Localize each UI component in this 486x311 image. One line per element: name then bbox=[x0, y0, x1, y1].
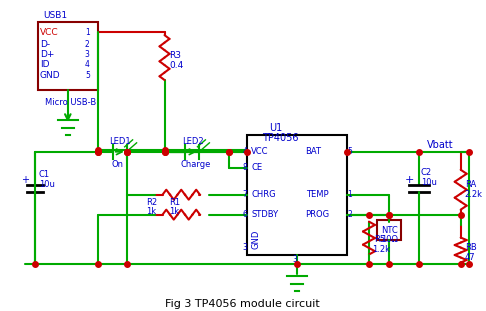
Text: RA: RA bbox=[465, 180, 476, 189]
Text: 2.2k: 2.2k bbox=[465, 190, 483, 199]
Text: R1: R1 bbox=[170, 198, 181, 207]
Text: 3: 3 bbox=[243, 243, 247, 252]
Text: VCC: VCC bbox=[40, 28, 58, 37]
Text: R3: R3 bbox=[170, 51, 181, 60]
Text: 5: 5 bbox=[347, 147, 352, 156]
Text: LED1: LED1 bbox=[109, 137, 130, 146]
Text: 10Ω: 10Ω bbox=[381, 235, 398, 244]
Text: 10u: 10u bbox=[39, 180, 55, 189]
Text: LED2: LED2 bbox=[182, 137, 204, 146]
Text: 2: 2 bbox=[347, 210, 352, 219]
Text: 1k: 1k bbox=[147, 207, 156, 216]
Text: STDBY: STDBY bbox=[251, 210, 278, 219]
Text: 3: 3 bbox=[85, 49, 90, 58]
Text: Micro USB-B: Micro USB-B bbox=[45, 99, 96, 108]
Text: 8: 8 bbox=[243, 163, 247, 172]
Text: +: + bbox=[405, 175, 414, 185]
Text: 5: 5 bbox=[85, 71, 90, 80]
Text: VCC: VCC bbox=[251, 147, 269, 156]
Text: On: On bbox=[112, 160, 123, 169]
Text: 3: 3 bbox=[292, 255, 297, 264]
Text: U1: U1 bbox=[269, 123, 282, 133]
Text: RB: RB bbox=[465, 243, 476, 252]
Text: R5: R5 bbox=[374, 235, 385, 244]
Bar bbox=[247, 135, 347, 254]
Text: 47: 47 bbox=[465, 253, 475, 262]
Text: NTC: NTC bbox=[381, 226, 398, 235]
Text: D-: D- bbox=[40, 39, 50, 49]
Text: BAT: BAT bbox=[305, 147, 321, 156]
Text: Vbatt: Vbatt bbox=[427, 140, 453, 150]
Text: 1: 1 bbox=[347, 190, 352, 199]
Text: Charge: Charge bbox=[180, 160, 211, 169]
Text: ID: ID bbox=[40, 60, 50, 68]
Text: 4: 4 bbox=[243, 147, 247, 156]
Text: Fig 3 TP4056 module circuit: Fig 3 TP4056 module circuit bbox=[165, 299, 320, 309]
Bar bbox=[38, 22, 98, 90]
Text: 4: 4 bbox=[85, 60, 90, 68]
Text: 6: 6 bbox=[243, 210, 247, 219]
Text: D+: D+ bbox=[40, 49, 54, 58]
Text: 7: 7 bbox=[243, 190, 247, 199]
Text: USB1: USB1 bbox=[43, 11, 67, 20]
Text: TP4056: TP4056 bbox=[262, 133, 299, 143]
Text: C2: C2 bbox=[421, 168, 432, 177]
Bar bbox=[377, 220, 401, 239]
Text: GND: GND bbox=[251, 230, 260, 249]
Text: CHRG: CHRG bbox=[251, 190, 276, 199]
Text: GND: GND bbox=[40, 71, 61, 80]
Text: 1.2k: 1.2k bbox=[372, 245, 390, 254]
Text: 10u: 10u bbox=[421, 178, 437, 187]
Text: +: + bbox=[21, 175, 29, 185]
Text: PROG: PROG bbox=[305, 210, 329, 219]
Text: CE: CE bbox=[251, 163, 262, 172]
Text: R2: R2 bbox=[147, 198, 157, 207]
Text: 1: 1 bbox=[85, 28, 90, 37]
Text: 2: 2 bbox=[85, 39, 90, 49]
Text: 0.4: 0.4 bbox=[170, 61, 184, 70]
Text: C1: C1 bbox=[39, 170, 50, 179]
Text: TEMP: TEMP bbox=[307, 190, 329, 199]
Text: 1k: 1k bbox=[170, 207, 180, 216]
